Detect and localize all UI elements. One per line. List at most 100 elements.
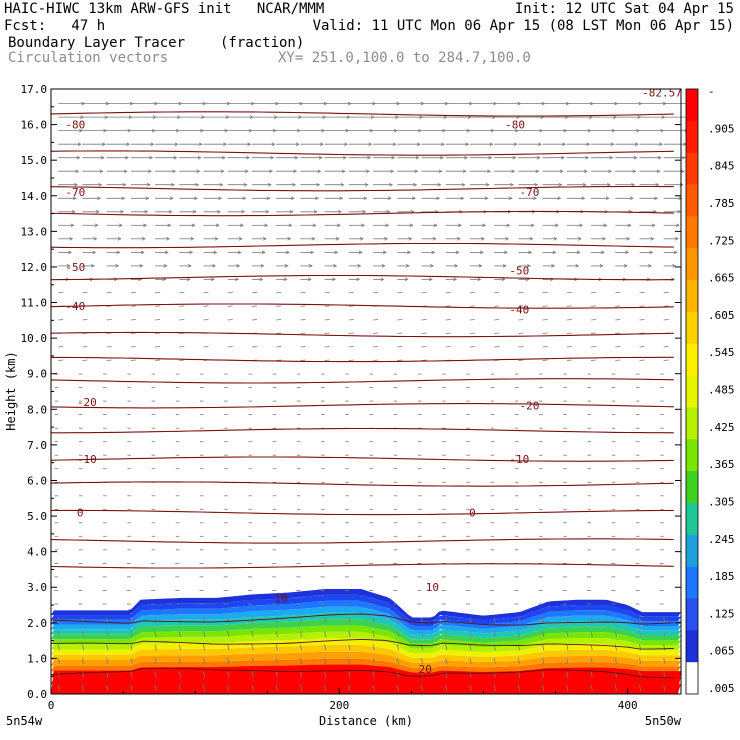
wind-vector — [203, 305, 209, 307]
wind-vector-head — [172, 169, 177, 174]
header-line1-right: Init: 12 UTC Sat 04 Apr 15 — [514, 1, 734, 17]
wind-vector — [251, 346, 257, 348]
contour-label: 10 — [275, 592, 288, 605]
wind-vector-head — [433, 223, 438, 228]
wind-vector — [154, 671, 157, 678]
wind-vector-head — [456, 237, 461, 241]
wind-vector — [590, 671, 593, 678]
wind-vector-head — [166, 237, 171, 241]
wind-vector — [300, 644, 302, 651]
wind-vector — [82, 617, 84, 624]
colorbar-label: .065 — [708, 645, 735, 658]
wind-vector-head — [289, 209, 294, 214]
wind-vector-head — [442, 128, 447, 133]
wind-vector — [155, 305, 161, 307]
wind-vector-head — [149, 155, 154, 160]
wind-vector-head — [513, 142, 518, 146]
wind-vector — [566, 658, 569, 664]
wind-vector — [106, 671, 109, 678]
colorbar-label: .245 — [708, 533, 735, 546]
isotherm-line — [51, 356, 674, 363]
wind-vector-head — [321, 128, 326, 133]
wind-vector — [324, 617, 327, 624]
wind-vector — [324, 332, 330, 334]
wind-vector-head — [99, 169, 104, 174]
wind-vector-head — [632, 169, 637, 174]
wind-vector — [421, 319, 427, 321]
wind-vector-head — [100, 155, 105, 160]
wind-vector — [300, 305, 306, 307]
wind-vector-head — [91, 264, 95, 268]
wind-vector — [639, 305, 645, 307]
wind-vector-head — [553, 237, 558, 241]
wind-vector — [275, 658, 278, 664]
wind-vector-head — [603, 223, 608, 228]
wind-vector — [58, 346, 64, 348]
wind-vector — [566, 685, 569, 692]
contour-label: -20 — [77, 396, 97, 409]
wind-vector — [324, 305, 330, 307]
wind-vector — [421, 685, 424, 692]
colorbar-swatch — [686, 311, 698, 345]
wind-vector — [493, 617, 496, 624]
wind-vector-head — [200, 128, 205, 133]
wind-vector-head — [557, 196, 562, 201]
wind-vector — [518, 332, 524, 334]
wind-vector — [396, 658, 399, 664]
wind-vector — [130, 346, 136, 348]
wind-vector-head — [634, 142, 639, 146]
wind-vector-head — [334, 250, 339, 255]
contour-label: -70 — [65, 186, 85, 199]
wind-vector-head — [659, 142, 663, 146]
wind-vector-head — [148, 169, 152, 174]
wind-vector — [397, 346, 403, 348]
wind-vector-head — [393, 128, 398, 133]
wind-vector-head — [313, 209, 318, 214]
wind-vector — [324, 292, 330, 294]
wind-vector-head — [307, 277, 312, 282]
wind-vector — [106, 319, 112, 321]
wind-vector-head — [539, 128, 544, 133]
wind-vector-head — [623, 264, 628, 268]
wind-vector — [251, 630, 254, 637]
wind-vector — [566, 305, 572, 307]
wind-vector-head — [389, 182, 393, 187]
wind-vector-head — [651, 223, 656, 228]
wind-vector-head — [171, 182, 175, 187]
wind-vector-head — [636, 128, 640, 133]
wind-vector — [82, 359, 88, 361]
wind-vector-head — [599, 264, 604, 268]
wind-vector-head — [418, 128, 422, 133]
wind-vector-head — [340, 182, 345, 187]
wind-vector — [639, 644, 642, 651]
wind-vector-head — [66, 264, 71, 268]
wind-vector — [590, 319, 597, 321]
wind-vector — [348, 359, 354, 361]
wind-vector-head — [677, 209, 682, 214]
wind-vector-head — [69, 237, 74, 241]
wind-vector — [590, 346, 597, 348]
wind-vector-head — [139, 264, 144, 268]
colorbar-label: .125 — [708, 607, 735, 620]
wind-vector — [106, 658, 109, 664]
colorbar-swatch — [686, 630, 698, 663]
wind-vector — [469, 292, 475, 294]
wind-vector-head — [98, 182, 103, 187]
wind-vector-head — [551, 264, 556, 268]
wind-vector — [372, 617, 375, 624]
wind-vector-head — [674, 237, 679, 241]
wind-vector-head — [633, 155, 638, 160]
wind-vector-head — [357, 264, 362, 268]
wind-vector — [178, 644, 181, 651]
wind-vector — [155, 332, 161, 334]
wind-vector — [227, 617, 230, 624]
wind-vector-head — [356, 277, 361, 282]
wind-vector — [421, 292, 427, 294]
wind-vector — [421, 332, 427, 334]
wind-vector-head — [115, 264, 120, 268]
wind-vector — [203, 630, 206, 637]
isotherm-line — [50, 303, 674, 309]
wind-vector-head — [217, 209, 221, 214]
vector-name: Circulation vectors — [8, 50, 169, 66]
wind-vector-head — [515, 128, 519, 133]
